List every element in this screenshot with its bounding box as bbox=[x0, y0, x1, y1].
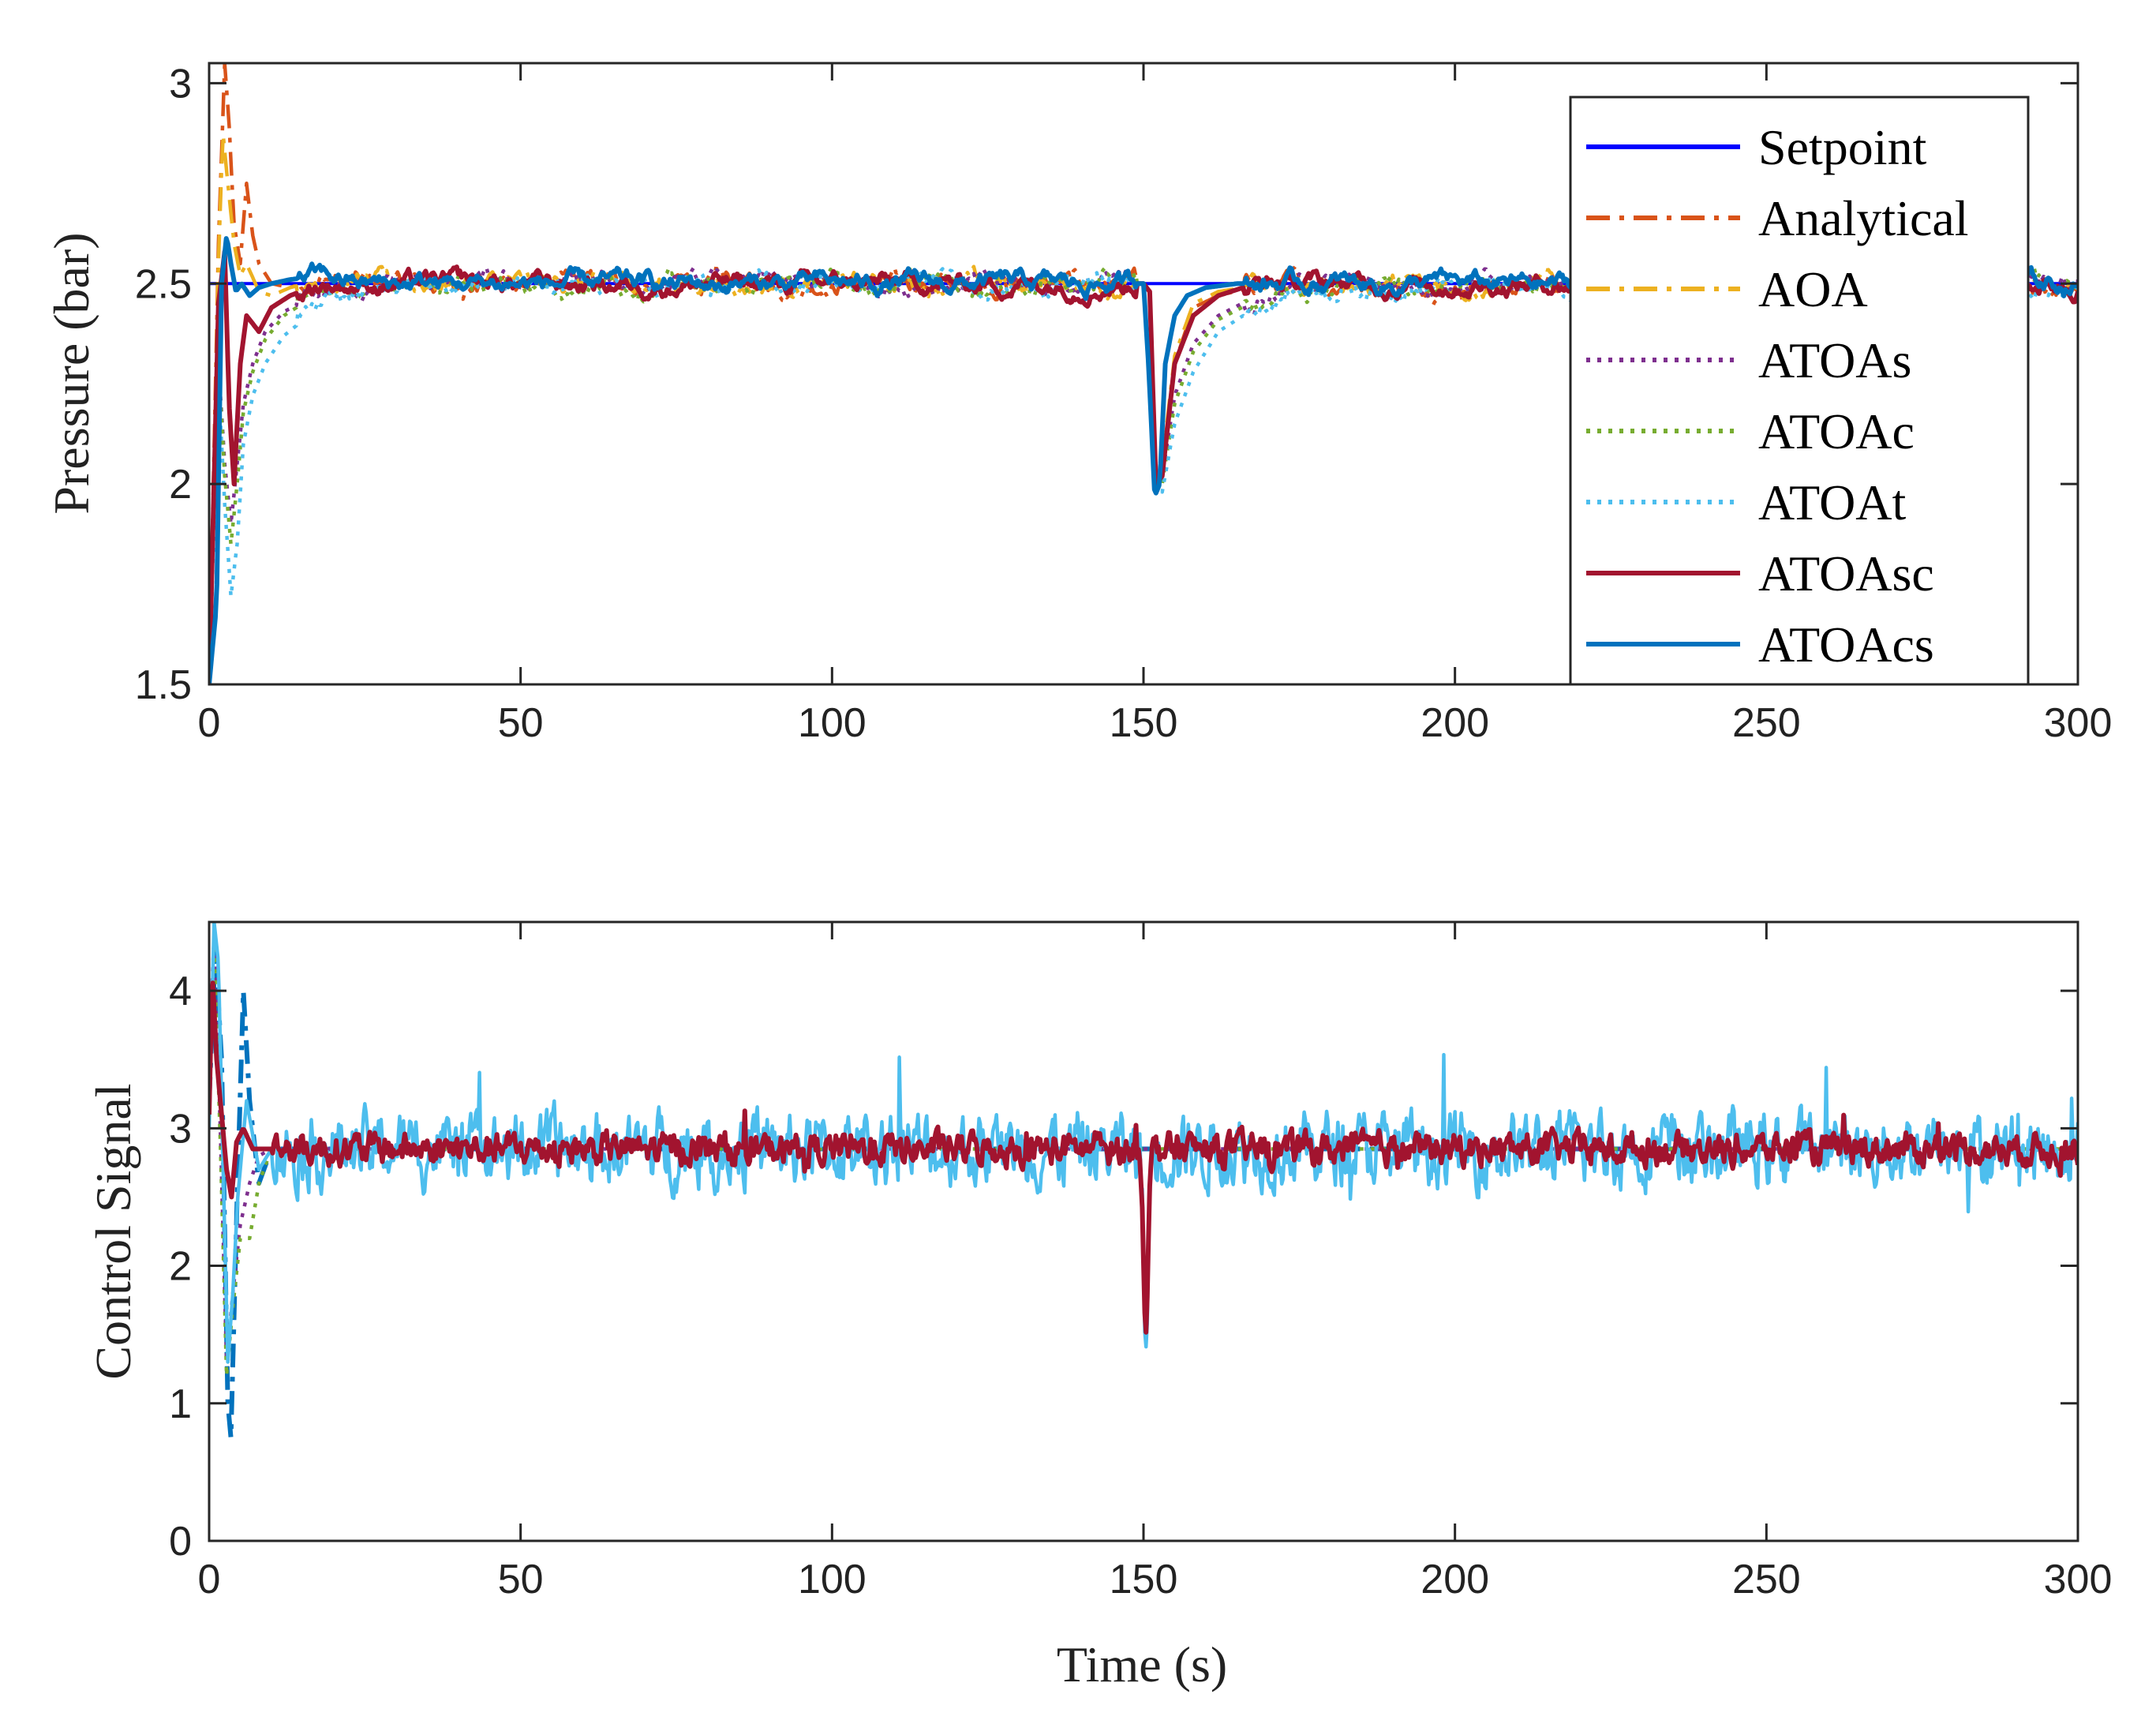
control-y-axis-label: Control Signal bbox=[85, 1083, 141, 1379]
legend: Setpoint Analytical AOA ATOAs ATOAc ATOAt ATOA… bbox=[1569, 96, 2030, 686]
legend-label-atoat: ATOAt bbox=[1758, 474, 1907, 530]
legend-label-analytical: Analytical bbox=[1758, 190, 1969, 246]
legend-label-atoac: ATOAc bbox=[1758, 403, 1915, 459]
control-y-tick-label: 0 bbox=[169, 1519, 192, 1565]
control-y-tick-label: 2 bbox=[169, 1244, 192, 1290]
legend-items: Setpoint Analytical AOA ATOAs ATOAc ATOAt ATOA… bbox=[1586, 119, 1969, 673]
legend-label-setpoint: Setpoint bbox=[1758, 119, 1927, 175]
control-x-tick-label: 50 bbox=[498, 1557, 544, 1602]
control-x-tick-label: 100 bbox=[798, 1557, 867, 1602]
pressure-y-axis-label: Pressure (bar) bbox=[43, 232, 99, 514]
control-x-tick-label: 300 bbox=[2044, 1557, 2113, 1602]
control-series-atoas bbox=[209, 934, 2078, 1364]
pressure-y-ticks: 1.5 2 2.5 3 bbox=[135, 61, 2078, 708]
pressure-x-ticks: 0 50 100 150 200 250 300 bbox=[198, 63, 2113, 746]
control-y-ticks: 0 1 2 3 4 bbox=[169, 969, 2078, 1565]
legend-label-atoas: ATOAs bbox=[1758, 332, 1911, 388]
control-series-group bbox=[209, 922, 2078, 1441]
pressure-y-tick-label: 3 bbox=[169, 61, 192, 107]
pressure-x-tick-label: 100 bbox=[798, 700, 867, 746]
pressure-x-tick-label: 50 bbox=[498, 700, 544, 746]
pressure-y-tick-label: 2 bbox=[169, 462, 192, 508]
pressure-x-tick-label: 150 bbox=[1110, 700, 1178, 746]
legend-label-aoa: AOA bbox=[1758, 261, 1868, 317]
control-x-tick-label: 150 bbox=[1110, 1557, 1178, 1602]
control-x-tick-label: 250 bbox=[1732, 1557, 1801, 1602]
pressure-y-tick-label: 2.5 bbox=[135, 261, 192, 307]
pressure-x-tick-label: 300 bbox=[2044, 700, 2113, 746]
pressure-y-tick-label: 1.5 bbox=[135, 662, 192, 708]
time-x-axis-label: Time (s) bbox=[1057, 1636, 1227, 1692]
legend-box bbox=[1569, 96, 2030, 686]
pressure-x-tick-label: 0 bbox=[198, 700, 221, 746]
control-series-atoac bbox=[209, 947, 2078, 1378]
control-y-tick-label: 3 bbox=[169, 1106, 192, 1152]
legend-label-atoasc: ATOAsc bbox=[1758, 545, 1934, 602]
control-y-tick-label: 1 bbox=[169, 1381, 192, 1427]
control-x-tick-label: 0 bbox=[198, 1557, 221, 1602]
control-y-tick-label: 4 bbox=[169, 969, 192, 1014]
pressure-x-tick-label: 200 bbox=[1420, 700, 1489, 746]
control-x-tick-label: 200 bbox=[1420, 1557, 1489, 1602]
control-x-ticks: 0 50 100 150 200 250 300 bbox=[198, 922, 2113, 1602]
legend-label-atoacs: ATOAcs bbox=[1758, 617, 1934, 673]
pressure-x-tick-label: 250 bbox=[1732, 700, 1801, 746]
control-series-atoasc bbox=[209, 980, 2078, 1335]
